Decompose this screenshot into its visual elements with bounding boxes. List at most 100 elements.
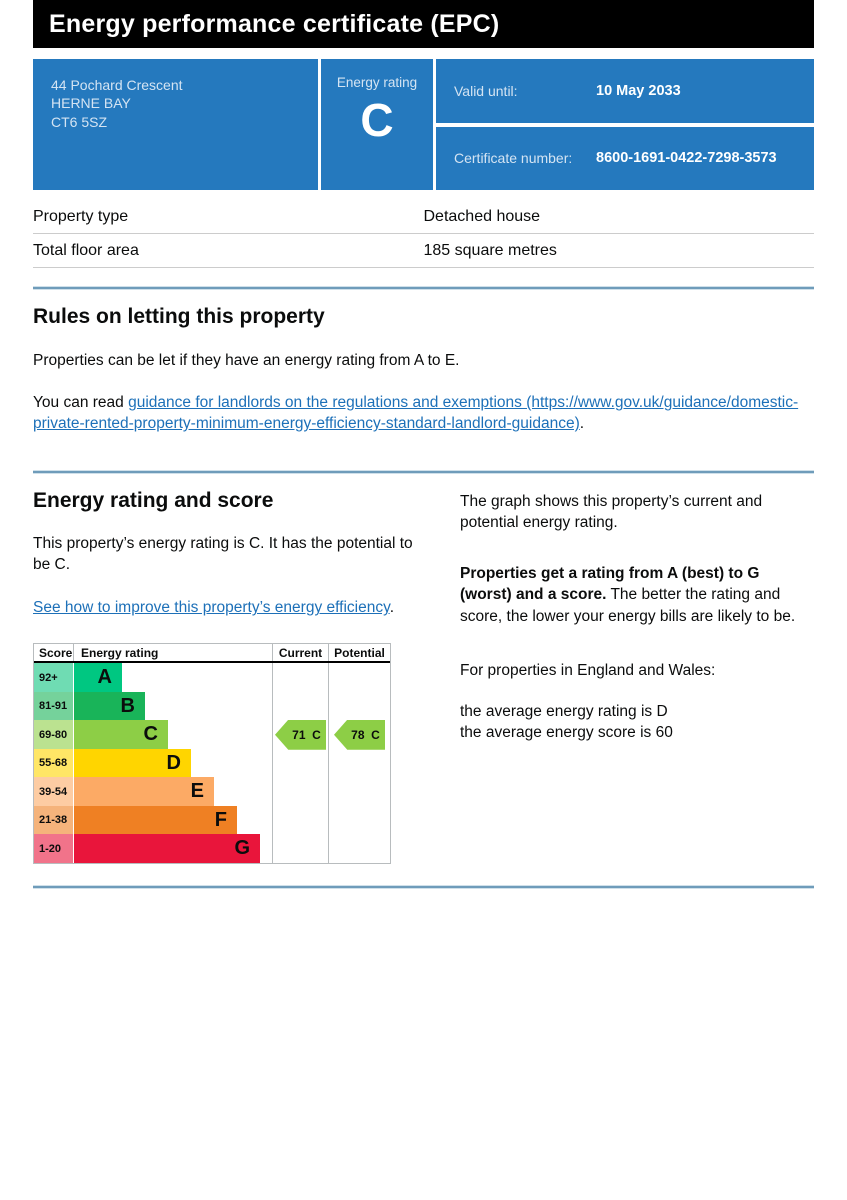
address-line-3: CT6 5SZ xyxy=(51,113,108,130)
epc-band-row-e: 39-54 E xyxy=(34,777,390,806)
page-title: Energy performance certificate (EPC) xyxy=(49,9,500,38)
epc-chart-rows: 92+ A 81-91 B 69-80 C 71 C 78 C 55-68 D 39-54 E 21-3… xyxy=(34,663,390,863)
score-column-header: Score xyxy=(39,645,73,660)
current-rating-cell: 71 C xyxy=(272,719,328,750)
rating-explainer-paragraph: Properties get a rating from A (best) to… xyxy=(460,563,814,626)
epc-band-row-a: 92+ A xyxy=(34,663,390,692)
current-rating-cell xyxy=(272,748,328,778)
current-rating-arrow: 71 C xyxy=(275,719,326,750)
band-bar-f: F xyxy=(73,805,237,835)
certificate-summary-panel: 44 Pochard Crescent HERNE BAY CT6 5SZ En… xyxy=(33,59,814,190)
current-column-header: Current xyxy=(272,644,328,662)
band-bar-g: G xyxy=(73,834,260,863)
average-rating-lines: the average energy rating is D the averag… xyxy=(460,701,814,743)
rules-paragraph: Properties can be let if they have an en… xyxy=(33,352,460,369)
epc-band-row-b: 81-91 B xyxy=(34,691,390,721)
current-rating-cell xyxy=(272,777,328,806)
energy-rating-letter: C xyxy=(360,94,394,146)
improve-link-suffix: . xyxy=(389,599,394,617)
energy-rating-box: Energy rating C xyxy=(321,59,433,190)
epc-chart-header: Score Energy rating Current Potential xyxy=(34,644,390,664)
current-rating-cell xyxy=(272,691,328,721)
band-score-range: 81-91 xyxy=(34,691,73,721)
rating-explainer-bold: Properties get a rating from A (best) to… xyxy=(460,565,760,604)
address-line-1: 44 Pochard Crescent xyxy=(51,77,183,93)
band-bar-b: B xyxy=(73,691,145,721)
guidance-link-prefix: You can read xyxy=(33,394,129,412)
floor-area-value: 185 square metres xyxy=(423,241,557,259)
improve-efficiency-link[interactable]: See how to improve this property’s energ… xyxy=(33,599,390,617)
address-line-2: HERNE BAY xyxy=(51,95,131,112)
average-score-line: the average energy score is 60 xyxy=(460,723,673,741)
valid-until-row: Valid until: 10 May 2033 xyxy=(436,59,814,123)
property-type-label: Property type xyxy=(33,207,129,225)
potential-rating-cell xyxy=(328,834,390,863)
potential-rating-cell xyxy=(328,805,390,835)
band-bar-a: A xyxy=(73,663,122,692)
valid-until-label: Valid until: xyxy=(454,82,518,99)
epc-band-row-f: 21-38 F xyxy=(34,805,390,835)
certificate-number-label: Certificate number: xyxy=(454,150,573,167)
band-bar-c: C xyxy=(73,720,168,749)
table-row: Property type Detached house xyxy=(33,200,814,234)
improve-link-paragraph: See how to improve this property’s energ… xyxy=(33,597,422,618)
rating-right-column: The graph shows this property’s current … xyxy=(460,489,814,864)
band-bar-area: B xyxy=(73,691,272,721)
certificate-number-value: 8600-1691-0422-7298-3573 xyxy=(596,150,777,167)
epc-band-row-d: 55-68 D xyxy=(34,748,390,778)
section-divider xyxy=(33,471,814,474)
band-score-range: 1-20 xyxy=(34,834,73,863)
average-rating-line: the average energy rating is D xyxy=(460,702,668,720)
current-rating-cell xyxy=(272,805,328,835)
guidance-link-suffix: . xyxy=(579,415,585,433)
property-address: 44 Pochard Crescent HERNE BAY CT6 5SZ xyxy=(33,59,318,190)
certificate-number-row: Certificate number: 8600-1691-0422-7298-… xyxy=(436,126,814,190)
band-bar-area: D xyxy=(73,748,272,778)
band-bar-area: G xyxy=(73,834,272,863)
energy-rating-label: Energy rating xyxy=(336,75,418,90)
potential-rating-arrow: 78 C xyxy=(334,719,385,750)
rating-column-header: Energy rating xyxy=(73,644,272,662)
floor-area-label: Total floor area xyxy=(33,241,139,259)
property-details-table: Property type Detached house Total floor… xyxy=(33,200,814,268)
page-title-bar: Energy performance certificate (EPC) xyxy=(33,0,814,48)
current-rating-cell xyxy=(272,663,328,692)
band-bar-area: A xyxy=(73,663,272,692)
band-bar-area: F xyxy=(73,805,272,835)
potential-rating-cell: 78 C xyxy=(328,719,390,750)
rating-summary-paragraph: This property’s energy rating is C. It h… xyxy=(33,535,413,574)
band-score-range: 21-38 xyxy=(34,805,73,835)
potential-rating-cell xyxy=(328,748,390,778)
rating-left-column: Energy rating and score This property’s … xyxy=(33,489,422,864)
epc-chart: Score Energy rating Current Potential 92… xyxy=(33,643,391,864)
potential-rating-cell xyxy=(328,691,390,721)
potential-column-header: Potential xyxy=(328,644,390,662)
valid-until-value: 10 May 2033 xyxy=(596,82,681,99)
band-score-range: 39-54 xyxy=(34,777,73,806)
band-bar-area: C xyxy=(73,720,272,749)
section-divider xyxy=(33,287,814,289)
property-type-value: Detached house xyxy=(423,207,541,225)
current-rating-cell xyxy=(272,834,328,863)
rating-heading: Energy rating and score xyxy=(33,489,274,513)
england-wales-paragraph: For properties in England and Wales: xyxy=(460,661,716,679)
certificate-meta: Valid until: 10 May 2033 Certificate num… xyxy=(436,59,814,190)
band-score-range: 92+ xyxy=(34,663,73,692)
graph-intro-paragraph: The graph shows this property’s current … xyxy=(460,493,763,532)
band-score-range: 69-80 xyxy=(34,720,73,749)
band-bar-area: E xyxy=(73,777,272,806)
band-score-range: 55-68 xyxy=(34,748,73,778)
section-divider xyxy=(33,885,814,888)
table-row: Total floor area 185 square metres xyxy=(33,234,814,268)
landlord-guidance-link[interactable]: guidance for landlords on the regulation… xyxy=(33,394,799,433)
band-bar-d: D xyxy=(73,748,191,778)
rating-explainer-rest: The better the rating and score, the low… xyxy=(460,586,796,625)
rules-guidance-paragraph: You can read guidance for landlords on t… xyxy=(33,392,814,434)
rules-section: Rules on letting this property Propertie… xyxy=(33,305,814,434)
epc-band-row-c: 69-80 C 71 C 78 C xyxy=(34,719,390,750)
energy-rating-section: Energy rating and score This property’s … xyxy=(33,489,814,864)
potential-rating-cell xyxy=(328,663,390,692)
potential-rating-cell xyxy=(328,777,390,806)
epc-band-row-g: 1-20 G xyxy=(34,834,390,863)
